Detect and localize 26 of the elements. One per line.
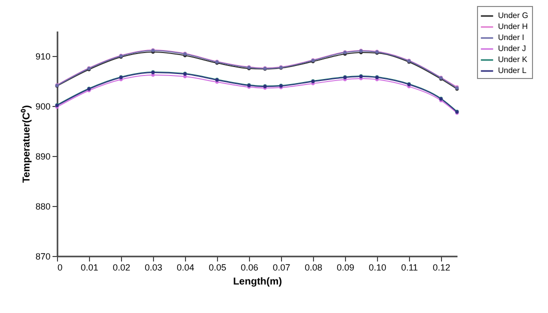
x-tick-label: 0.06 <box>240 262 258 272</box>
y-tick-label: 870 <box>35 252 50 262</box>
x-tick-label: 0.03 <box>144 262 162 272</box>
x-tick-label: 0 <box>58 262 63 272</box>
y-tick-label: 880 <box>35 202 50 212</box>
x-tick-label: 0.10 <box>368 262 386 272</box>
legend-label: Under H <box>498 22 528 31</box>
x-tick-label: 0.12 <box>432 262 450 272</box>
x-tick-label: 0.04 <box>176 262 194 272</box>
y-tick-label: 890 <box>35 152 50 162</box>
x-axis-title: Length(m) <box>233 276 282 288</box>
y-tick-label: 900 <box>35 102 50 112</box>
x-tick-label: 0.01 <box>80 262 98 272</box>
y-axis-title: Temperatuer(C⁰) <box>20 105 32 183</box>
legend-label: Under I <box>498 33 524 42</box>
x-tick-label: 0.09 <box>336 262 354 272</box>
legend-label: Under K <box>498 55 528 64</box>
x-tick-label: 0.07 <box>272 262 290 272</box>
x-tick-label: 0.02 <box>112 262 130 272</box>
x-tick-label: 0.05 <box>208 262 226 272</box>
x-tick-label: 0.11 <box>401 262 418 272</box>
legend-label: Under G <box>498 11 528 20</box>
legend-label: Under J <box>498 44 526 53</box>
y-tick-label: 910 <box>35 52 50 62</box>
legend-label: Under L <box>498 66 528 75</box>
x-tick-label: 0.08 <box>304 262 322 272</box>
